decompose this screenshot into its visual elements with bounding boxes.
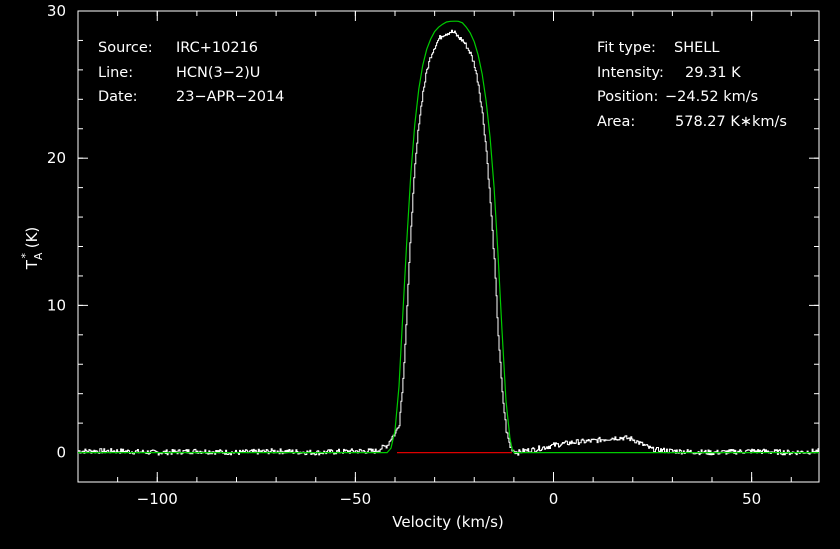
fit-type-label: Fit type: <box>597 40 656 56</box>
y-axis-label-sub: A <box>32 252 45 260</box>
y-tick-label: 0 <box>56 444 66 462</box>
x-axis-label: Velocity (km/s) <box>392 513 503 531</box>
source-label: Source: <box>98 40 153 56</box>
source-value: IRC+10216 <box>176 40 258 56</box>
y-tick-labels: 0 10 20 30 <box>47 2 66 462</box>
intensity-value: 29.31 K <box>685 65 741 81</box>
info-panel-left: Source: IRC+10216 Line: HCN(3−2)U Date: … <box>98 40 284 105</box>
y-tick-label: 20 <box>47 149 66 167</box>
x-tick-label: 50 <box>742 490 761 508</box>
area-label: Area: <box>597 114 635 130</box>
x-tick-label: −50 <box>340 490 372 508</box>
line-value: HCN(3−2)U <box>176 65 260 81</box>
y-tick-label: 30 <box>47 2 66 20</box>
x-tick-label: 0 <box>549 490 559 508</box>
y-axis-label: TA* (K) <box>19 227 45 271</box>
y-axis-label-sup: * <box>19 253 32 259</box>
y-tick-label: 10 <box>47 296 66 314</box>
axis-ticks <box>77 10 819 483</box>
fit-type-value: SHELL <box>674 40 719 56</box>
data-lines <box>78 20 820 456</box>
observed-spectrum-line <box>78 29 820 456</box>
area-value: 578.27 K∗km/s <box>675 114 787 130</box>
x-tick-labels: −100 −50 0 50 <box>137 490 762 508</box>
shell-fit-line <box>78 20 819 454</box>
line-label: Line: <box>98 65 133 81</box>
date-label: Date: <box>98 89 138 105</box>
y-axis-label-unit: (K) <box>23 227 41 253</box>
date-value: 23−APR−2014 <box>176 89 284 105</box>
y-axis-label-main: T <box>23 259 41 270</box>
position-label: Position: <box>597 89 658 105</box>
intensity-label: Intensity: <box>597 65 664 81</box>
x-tick-label: −100 <box>137 490 178 508</box>
info-panel-right: Fit type: SHELL Intensity: 29.31 K Posit… <box>597 40 787 130</box>
position-value: −24.52 km/s <box>665 89 758 105</box>
